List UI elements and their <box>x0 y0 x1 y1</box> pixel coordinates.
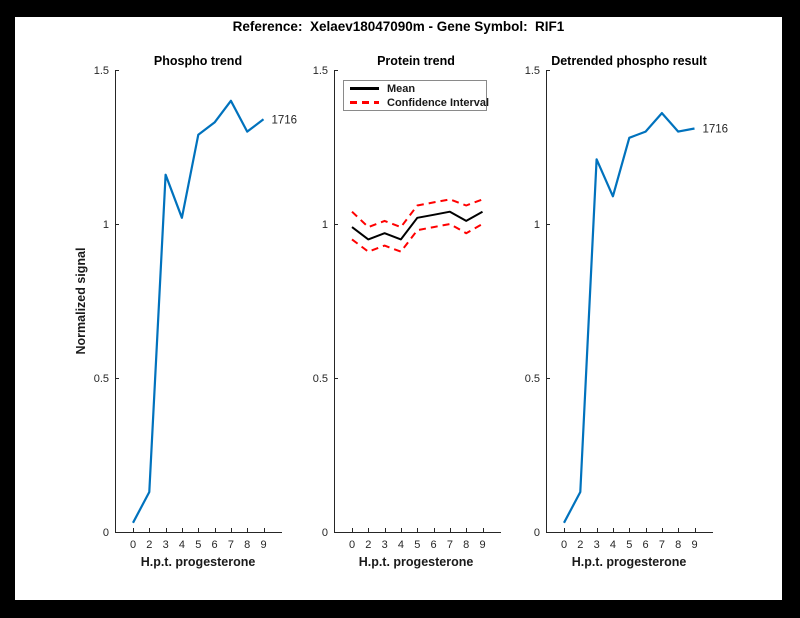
x-tick-label: 6 <box>643 539 649 551</box>
x-tick-label: 3 <box>382 539 388 551</box>
x-tick-label: 2 <box>365 539 371 551</box>
y-tick-label: 0.5 <box>313 373 328 385</box>
y-tick-label: 1.5 <box>525 65 540 77</box>
x-tick-label: 7 <box>447 539 453 551</box>
axes-spines <box>115 70 282 533</box>
x-tick-label: 8 <box>463 539 469 551</box>
legend-box: Mean Confidence Interval <box>343 80 490 111</box>
y-tick-label: 1.5 <box>313 65 328 77</box>
x-tick-label: 5 <box>195 539 201 551</box>
x-tick-label: 9 <box>479 539 485 551</box>
legend-label-mean: Mean <box>387 82 416 95</box>
x-axis-label-protein: H.p.t. progesterone <box>358 555 474 569</box>
y-tick-label: 0.5 <box>94 373 109 385</box>
y-tick-label: 1 <box>534 219 540 231</box>
x-tick-label: 3 <box>594 539 600 551</box>
confidence-upper-line <box>351 198 483 229</box>
phospho-signal-line <box>132 99 265 524</box>
series-end-label: 1716 <box>703 124 729 136</box>
x-tick-label: 4 <box>179 539 185 551</box>
y-tick-label: 0 <box>322 527 328 539</box>
x-tick-label: 2 <box>577 539 583 551</box>
x-tick-label: 7 <box>228 539 234 551</box>
x-tick-label: 9 <box>260 539 266 551</box>
series-end-label: 1716 <box>272 114 298 126</box>
axes-spines <box>334 70 501 533</box>
confidence-lower-line <box>351 223 483 253</box>
x-tick-label: 2 <box>146 539 152 551</box>
confidence-interval-line-swatch <box>350 101 379 104</box>
y-tick-label: 1.5 <box>94 65 109 77</box>
y-axis-label: Normalized signal <box>74 247 88 355</box>
y-tick-label: 1 <box>103 219 109 231</box>
x-axis-label-phospho: H.p.t. progesterone <box>140 555 256 569</box>
x-tick-label: 3 <box>163 539 169 551</box>
subplot-detrended-title: Detrended phospho result <box>551 54 707 68</box>
x-tick-label: 8 <box>675 539 681 551</box>
x-tick-label: 0 <box>561 539 567 551</box>
x-tick-label: 4 <box>398 539 404 551</box>
subplot-protein-title: Protein trend <box>377 54 455 68</box>
detrended-phospho-signal-line <box>563 111 695 524</box>
x-tick-label: 5 <box>414 539 420 551</box>
mean-line <box>351 210 483 241</box>
y-tick-label: 0 <box>534 527 540 539</box>
y-tick-label: 0 <box>103 527 109 539</box>
x-tick-label: 6 <box>431 539 437 551</box>
x-tick-label: 5 <box>626 539 632 551</box>
figure-title: Reference: Xelaev18047090m - Gene Symbol… <box>232 19 565 34</box>
x-tick-label: 9 <box>691 539 697 551</box>
x-tick-label: 7 <box>659 539 665 551</box>
x-tick-label: 0 <box>130 539 136 551</box>
legend-label-confidence-interval: Confidence Interval <box>387 96 490 109</box>
x-tick-label: 6 <box>212 539 218 551</box>
x-tick-label: 4 <box>610 539 616 551</box>
y-tick-label: 1 <box>322 219 328 231</box>
y-tick-label: 0.5 <box>525 373 540 385</box>
x-tick-label: 0 <box>349 539 355 551</box>
subplot-phospho-title: Phospho trend <box>153 54 243 68</box>
legend-entry-mean: Mean <box>344 82 486 95</box>
mean-line-swatch <box>350 87 379 90</box>
legend-entry-confidence-interval: Confidence Interval <box>344 96 490 109</box>
x-axis-label-detrended: H.p.t. progesterone <box>571 555 687 569</box>
x-tick-label: 8 <box>244 539 250 551</box>
